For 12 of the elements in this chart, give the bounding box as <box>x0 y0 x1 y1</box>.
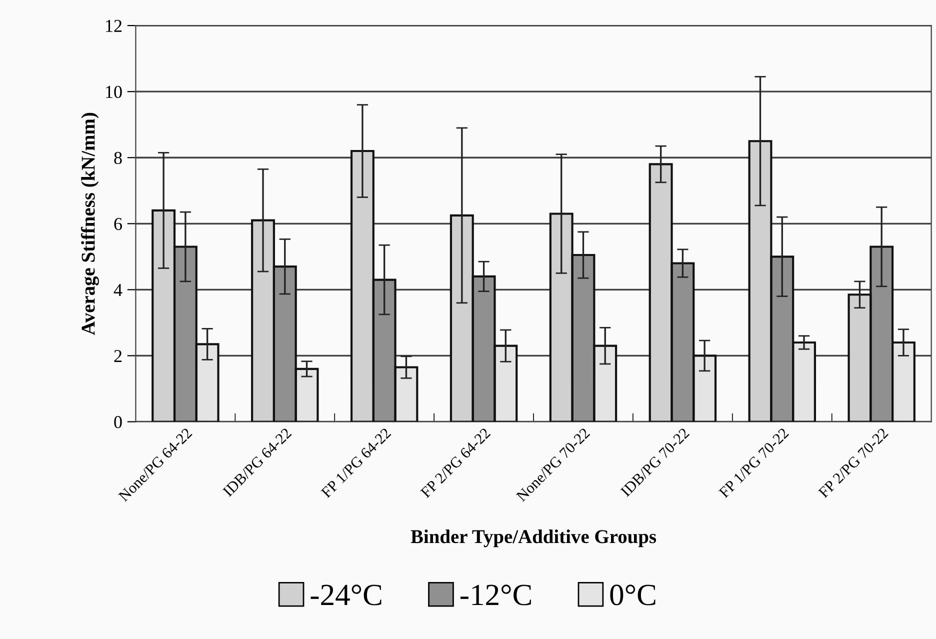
legend-label: -24°C <box>310 584 382 606</box>
x-axis-title: Binder Type/Additive Groups <box>410 530 656 548</box>
y-axis-title: Average Stiffness (kN/mm) <box>80 112 99 336</box>
y-tick-label: 6 <box>114 218 122 230</box>
y-tick-label: 0 <box>114 416 122 428</box>
y-tick-label: 4 <box>114 284 122 296</box>
y-tick-label: 8 <box>114 152 122 164</box>
legend-label: -12°C <box>460 584 531 606</box>
y-tick-label: 2 <box>114 350 122 362</box>
y-tick-label: 10 <box>106 86 122 98</box>
legend-label: 0°C <box>610 584 656 606</box>
y-tick-label: 12 <box>106 20 122 32</box>
